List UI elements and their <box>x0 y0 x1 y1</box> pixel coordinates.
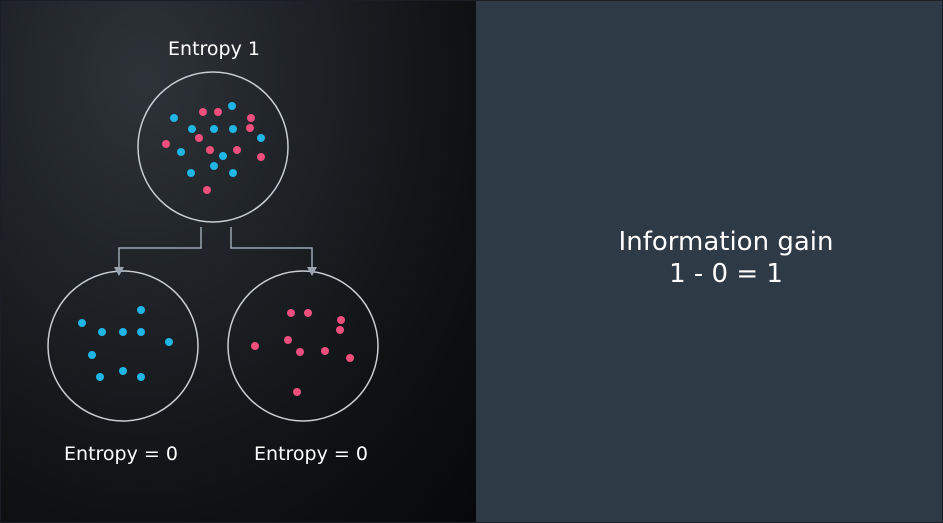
blue-dot <box>228 102 236 110</box>
blue-dot <box>119 328 127 336</box>
pink-dot <box>336 326 344 334</box>
pink-dot <box>257 153 265 161</box>
blue-dot <box>210 125 218 133</box>
left-child-node-circle <box>47 270 199 422</box>
blue-dot <box>219 152 227 160</box>
right-child-entropy-label: Entropy = 0 <box>254 443 368 465</box>
pink-dot <box>199 108 207 116</box>
pink-dot <box>203 186 211 194</box>
pink-dot <box>296 348 304 356</box>
blue-dot <box>170 114 178 122</box>
tree-diagram <box>47 71 379 422</box>
left-branch-line <box>118 227 202 271</box>
pink-dot <box>246 124 254 132</box>
pink-dot <box>162 140 170 148</box>
pink-dot <box>321 347 329 355</box>
blue-dot <box>187 169 195 177</box>
blue-dot <box>188 125 196 133</box>
left-child-dots <box>78 306 173 381</box>
pink-dot <box>346 354 354 362</box>
pink-dot <box>287 309 295 317</box>
pink-dot <box>337 316 345 324</box>
right-branch-line <box>230 227 313 271</box>
pink-dot <box>214 108 222 116</box>
information-gain-formula: 1 - 0 = 1 <box>669 259 783 289</box>
pink-dot <box>293 388 301 396</box>
information-gain-title: Information gain <box>618 227 834 257</box>
blue-dot <box>229 125 237 133</box>
blue-dot <box>78 319 86 327</box>
diagram-panel: Entropy 1 Entropy = 0 Entropy = 0 <box>1 1 476 522</box>
blue-dot <box>210 162 218 170</box>
info-panel: Information gain 1 - 0 = 1 <box>476 1 942 522</box>
blue-dot <box>177 148 185 156</box>
blue-dot <box>137 328 145 336</box>
blue-dot <box>96 373 104 381</box>
right-child-node-circle <box>227 270 379 422</box>
pink-dot <box>233 146 241 154</box>
pink-dot <box>304 309 312 317</box>
blue-dot <box>88 351 96 359</box>
pink-dot <box>206 146 214 154</box>
left-branch-arrowhead <box>114 267 124 276</box>
pink-dot <box>247 114 255 122</box>
pink-dot <box>284 336 292 344</box>
pink-dot <box>251 342 259 350</box>
blue-dot <box>229 169 237 177</box>
blue-dot <box>165 338 173 346</box>
pink-dot <box>195 134 203 142</box>
root-entropy-label: Entropy 1 <box>168 38 260 60</box>
root-node-circle <box>137 71 289 223</box>
right-branch-arrowhead <box>307 267 317 276</box>
left-child-entropy-label: Entropy = 0 <box>64 443 178 465</box>
blue-dot <box>119 367 127 375</box>
blue-dot <box>257 134 265 142</box>
root-dots <box>162 102 265 194</box>
blue-dot <box>137 373 145 381</box>
blue-dot <box>98 328 106 336</box>
blue-dot <box>137 306 145 314</box>
right-child-dots <box>251 309 354 396</box>
